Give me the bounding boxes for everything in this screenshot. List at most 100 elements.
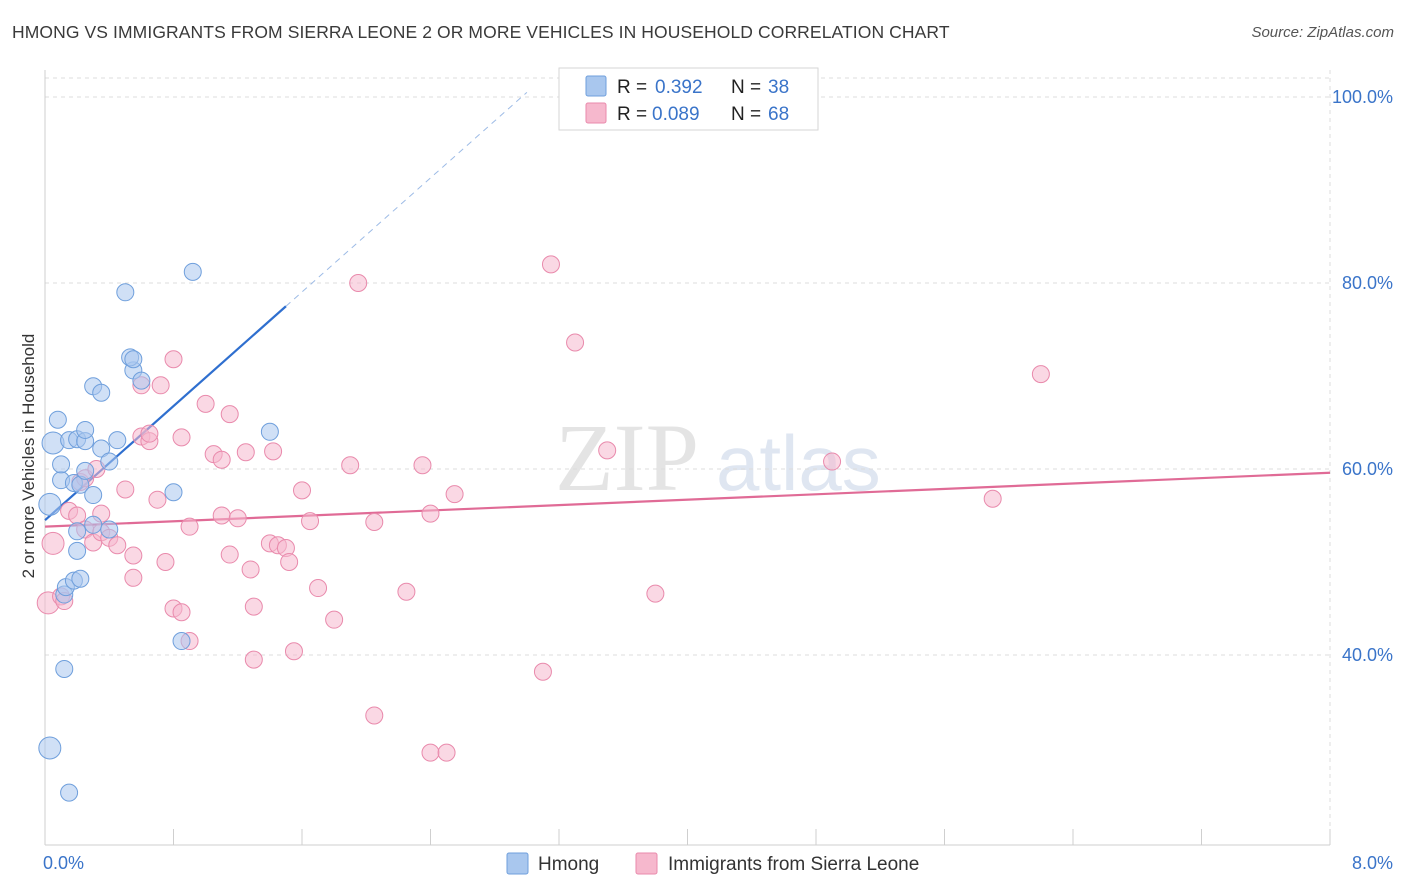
hmong-point [124, 350, 143, 369]
trend-extension-hmong [285, 91, 528, 307]
sierra-leone-point [236, 443, 255, 462]
sierra-leone-point [301, 512, 320, 531]
x-tick-label: 0.0% [43, 853, 84, 873]
hmong-point [76, 461, 95, 480]
hmong-point [84, 515, 103, 534]
hmong-point [68, 522, 87, 541]
x-tick-label: 8.0% [1352, 853, 1393, 873]
sierra-leone-point [156, 553, 175, 571]
hmong-point [108, 431, 127, 450]
hmong-point [76, 420, 95, 439]
sierra-leone-point [325, 610, 344, 629]
sierra-leone-point [541, 255, 560, 274]
hmong-point [48, 410, 67, 429]
sierra-leone-point [341, 456, 360, 475]
legend-r-value-2: 0.089 [652, 104, 700, 125]
sierra-leone-point [108, 536, 127, 555]
sierra-leone-point [566, 333, 585, 352]
stats-legend: R = 0.392 N = 38 R = 0.089 N = 68 [558, 67, 819, 131]
hmong-point [116, 283, 135, 302]
sierra-leone-point [437, 743, 456, 762]
legend-n-value-2: 68 [768, 104, 789, 125]
bottom-legend-swatch-hmong [506, 852, 529, 875]
hmong-point [132, 371, 151, 390]
sierra-leone-point [421, 743, 440, 762]
series-legend: Hmong Immigrants from Sierra Leone [506, 852, 919, 875]
sierra-leone-point [397, 582, 416, 601]
y-tick-label: 40.0% [1342, 645, 1393, 665]
y-tick-label: 60.0% [1342, 459, 1393, 479]
bottom-legend-label-hmong: Hmong [538, 854, 599, 875]
bottom-legend-swatch-sierra-leone [635, 852, 658, 875]
sierra-leone-point [124, 568, 143, 587]
legend-swatch-hmong [585, 75, 607, 97]
sierra-leone-point [293, 481, 311, 500]
sierra-leone-point [646, 584, 665, 603]
sierra-leone-point [164, 350, 183, 369]
sierra-leone-point [151, 376, 170, 395]
sierra-leone-point [172, 603, 191, 622]
legend-n-label-1: N = [731, 77, 761, 98]
sierra-leone-point [212, 450, 231, 469]
watermark-zip: ZIP [555, 404, 699, 511]
hmong-point [183, 262, 202, 281]
legend-n-label-2: N = [731, 104, 761, 125]
y-tick-label: 80.0% [1342, 273, 1393, 293]
sierra-leone-point [41, 531, 65, 555]
legend-r-value-1: 0.392 [655, 77, 703, 98]
hmong-point [164, 483, 183, 502]
sierra-leone-point [1031, 365, 1050, 384]
sierra-leone-point [533, 662, 552, 681]
tick-labels: 40.0% 60.0% 80.0% 100.0% 0.0% 8.0% [43, 87, 1393, 873]
hmong-point [71, 569, 90, 588]
legend-r-label-1: R = [617, 77, 647, 98]
sierra-leone-point [212, 506, 231, 525]
y-axis-label: 2 or more Vehicles in Household [19, 334, 38, 579]
sierra-leone-point [244, 650, 263, 669]
data-points [36, 255, 1050, 802]
sierra-leone-point [196, 394, 215, 413]
sierra-leone-point [445, 485, 464, 504]
legend-r-label-2: R = [617, 104, 647, 125]
sierra-leone-point [823, 452, 842, 471]
sierra-leone-point [228, 509, 247, 528]
sierra-leone-point [148, 490, 167, 509]
bottom-legend-label-sierra-leone: Immigrants from Sierra Leone [668, 854, 919, 875]
hmong-point [92, 439, 111, 458]
sierra-leone-point [180, 517, 199, 536]
hmong-point [84, 486, 103, 505]
watermark-atlas: atlas [716, 419, 881, 507]
sierra-leone-point [365, 706, 384, 725]
hmong-point [100, 452, 119, 471]
hmong-point [92, 383, 111, 402]
y-tick-label: 100.0% [1332, 87, 1393, 107]
trend-line-sierra-leone [44, 471, 1331, 528]
sierra-leone-point [349, 274, 368, 292]
hmong-point [55, 659, 74, 678]
hmong-point [60, 783, 79, 802]
axes [44, 70, 1331, 846]
sierra-leone-point [244, 597, 263, 616]
hmong-point [260, 422, 279, 441]
legend-n-value-1: 38 [768, 77, 789, 98]
sierra-leone-point [220, 405, 239, 424]
sierra-leone-point [140, 424, 159, 443]
sierra-leone-point [124, 546, 143, 565]
hmong-point [38, 492, 62, 516]
sierra-leone-point [284, 642, 303, 661]
hmong-point [100, 520, 119, 539]
sierra-leone-point [241, 560, 260, 579]
legend-swatch-sierra-leone [585, 102, 607, 124]
sierra-leone-point [264, 442, 283, 461]
sierra-leone-point [413, 456, 432, 475]
sierra-leone-point [116, 480, 135, 499]
chart-title: HMONG VS IMMIGRANTS FROM SIERRA LEONE 2 … [12, 22, 950, 42]
sierra-leone-point [172, 428, 191, 447]
sierra-leone-point [421, 504, 440, 523]
sierra-leone-point [983, 489, 1002, 508]
sierra-leone-point [365, 513, 384, 532]
source-credit: Source: ZipAtlas.com [1251, 24, 1394, 41]
hmong-point [38, 736, 62, 760]
hmong-point [172, 632, 191, 651]
